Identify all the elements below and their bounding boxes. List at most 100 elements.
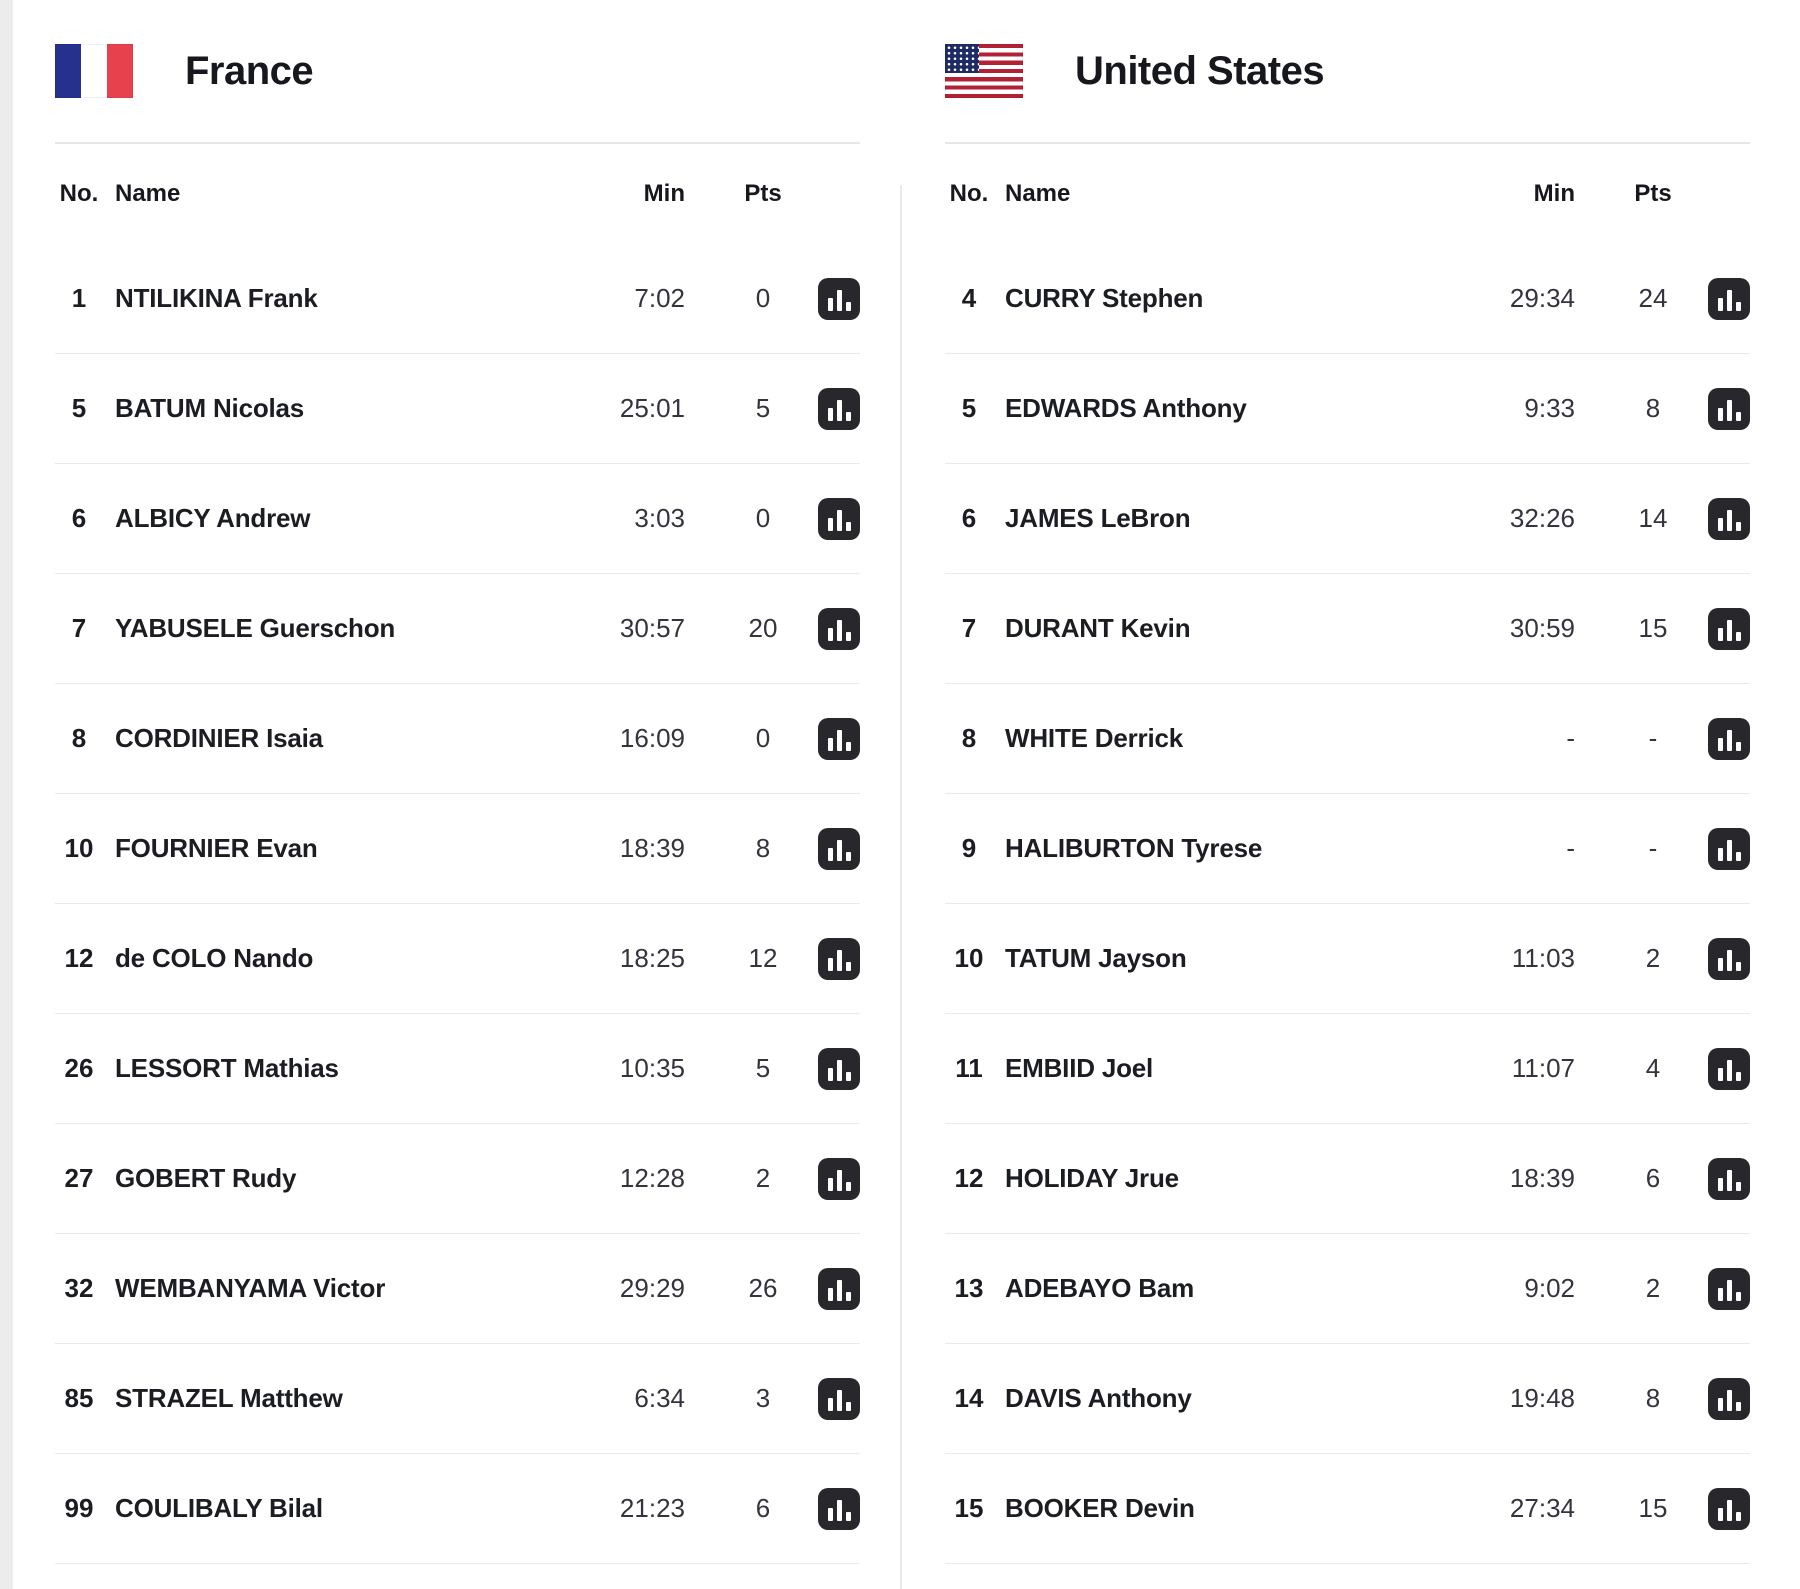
bar-chart-icon [1717,847,1723,861]
player-stats-button[interactable] [1708,1377,1750,1420]
player-number: 27 [64,1163,94,1193]
team-name: United States [1075,48,1325,93]
bar-chart-icon [1717,1067,1723,1081]
player-minutes: 11:07 [1511,1053,1575,1083]
player-name: HALIBURTON Tyrese [1005,833,1263,863]
player-points: 5 [755,1053,771,1083]
player-stats-button[interactable] [818,1487,860,1530]
player-minutes: 16:09 [619,723,685,753]
player-points: - [1648,833,1658,863]
player-row: 1 NTILIKINA Frank 7:02 0 [55,244,860,354]
column-header-min: Min [1533,180,1575,207]
player-stats-button[interactable] [1708,937,1750,980]
column-header-name: Name [1005,180,1071,207]
player-row: 9 HALIBURTON Tyrese - - [945,794,1750,904]
player-stats-button[interactable] [818,387,860,430]
bar-chart-icon [1717,297,1723,311]
player-minutes: 18:25 [619,943,685,973]
player-number: 99 [64,1493,94,1523]
player-row: 10 TATUM Jayson 11:03 2 [945,904,1750,1014]
player-number: 5 [961,393,977,423]
player-number: 8 [961,723,977,753]
bar-chart-icon [827,407,833,421]
player-name: YABUSELE Guerschon [115,613,396,643]
player-minutes: 18:39 [1509,1163,1575,1193]
player-points: 8 [1645,1383,1661,1413]
player-row: 99 COULIBALY Bilal 21:23 6 [55,1454,860,1564]
player-stats-button[interactable] [1708,1267,1750,1310]
bar-chart-icon [827,627,833,641]
bar-chart-icon [1717,1287,1723,1301]
player-points: 2 [755,1163,771,1193]
bar-chart-icon [1717,517,1723,531]
bar-chart-icon [1717,1507,1723,1521]
bar-chart-icon [827,1397,833,1411]
player-name: WHITE Derrick [1005,723,1184,753]
player-number: 4 [961,283,977,313]
player-stats-button[interactable] [1708,1487,1750,1530]
player-points: 6 [1645,1163,1661,1193]
player-stats-button[interactable] [1708,717,1750,760]
player-stats-button[interactable] [1708,827,1750,870]
player-name: de COLO Nando [115,943,314,973]
player-name: FOURNIER Evan [115,833,318,863]
player-stats-button[interactable] [1708,1157,1750,1200]
player-points: 2 [1645,943,1661,973]
bar-chart-icon [1717,957,1723,971]
player-stats-button[interactable] [1708,497,1750,540]
player-name: GOBERT Rudy [115,1163,297,1193]
player-stats-button[interactable] [818,827,860,870]
player-name: EDWARDS Anthony [1005,393,1247,423]
player-stats-button[interactable] [818,277,860,320]
player-points: 0 [755,723,771,753]
player-stats-button[interactable] [818,497,860,540]
player-stats-button[interactable] [818,717,860,760]
player-number: 9 [961,833,977,863]
player-points: 20 [748,613,778,643]
player-name: WEMBANYAMA Victor [115,1273,386,1303]
player-minutes: - [1566,833,1575,863]
player-stats-button[interactable] [818,1157,860,1200]
player-stats-button[interactable] [818,1377,860,1420]
player-minutes: 7:02 [634,283,685,313]
player-minutes: 25:01 [619,393,685,423]
column-header-pts: Pts [1634,180,1672,207]
player-row: 6 JAMES LeBron 32:26 14 [945,464,1750,574]
player-stats-button[interactable] [1708,1047,1750,1090]
team-panel-france: France No. Name Min Pts 1 NTILIKINA Fran… [55,0,860,1589]
player-row: 32 WEMBANYAMA Victor 29:29 26 [55,1234,860,1344]
player-points: 8 [1645,393,1661,423]
bar-chart-icon [1717,407,1723,421]
page-left-edge [0,0,13,1589]
player-name: STRAZEL Matthew [115,1383,343,1413]
player-name: BATUM Nicolas [115,393,305,423]
player-stats-button[interactable] [818,607,860,650]
player-stats-button[interactable] [1708,607,1750,650]
bar-chart-icon [827,1177,833,1191]
player-stats-button[interactable] [818,937,860,980]
player-stats-button[interactable] [818,1267,860,1310]
player-stats-button[interactable] [1708,277,1750,320]
player-number: 8 [71,723,87,753]
player-minutes: 32:26 [1509,503,1575,533]
player-minutes: 30:57 [619,613,685,643]
player-row: 5 BATUM Nicolas 25:01 5 [55,354,860,464]
column-header-min: Min [643,180,685,207]
player-number: 32 [64,1273,94,1303]
player-minutes: 9:33 [1524,393,1575,423]
bar-chart-icon [827,517,833,531]
player-stats-button[interactable] [818,1047,860,1090]
player-points: 2 [1645,1273,1661,1303]
player-points: 4 [1645,1053,1661,1083]
player-minutes: 30:59 [1509,613,1575,643]
player-row: 7 DURANT Kevin 30:59 15 [945,574,1750,684]
player-row: 27 GOBERT Rudy 12:28 2 [55,1124,860,1234]
team-name: France [185,48,314,93]
us-flag-icon [945,44,1023,98]
player-number: 12 [954,1163,984,1193]
column-header-no: No. [59,180,99,207]
player-row: 12 HOLIDAY Jrue 18:39 6 [945,1124,1750,1234]
player-stats-button[interactable] [1708,387,1750,430]
player-minutes: 10:35 [619,1053,685,1083]
